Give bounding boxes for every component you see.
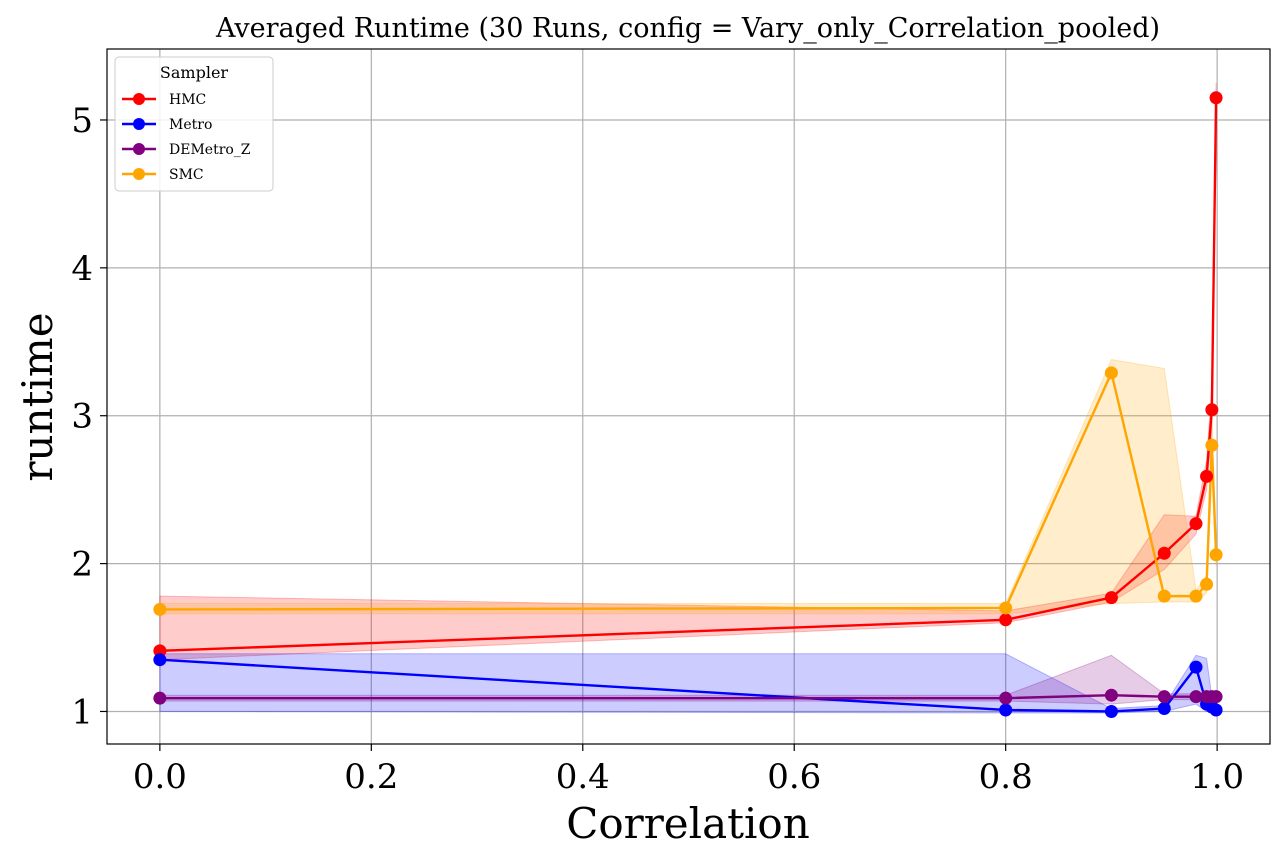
y-tick-label: 4 [71,249,93,289]
hmc-point [999,613,1013,627]
demetro-z-point [1104,688,1118,702]
smc-point [1104,366,1118,380]
smc-band [159,358,1217,615]
metro-point [1104,704,1118,718]
demetro-z-point [153,691,167,705]
smc-line [159,371,1218,611]
x-tick-label: 0.2 [344,757,398,797]
metro-point [1209,703,1223,717]
metro-point [999,703,1013,717]
y-tick-label: 3 [71,397,93,437]
legend-title: Sampler [160,63,229,82]
demetro-z-point [1157,690,1171,704]
legend-metro-marker [133,118,145,130]
hmc-point [1200,469,1214,483]
hmc-point [1205,403,1219,417]
legend-smc-marker [133,168,145,180]
x-tick-label: 0.0 [133,757,187,797]
x-tick-label: 0.8 [979,757,1033,797]
legend-demetro-z-marker [133,143,145,155]
smc-point [1157,589,1171,603]
hmc-line [159,97,1218,653]
x-axis-label: Correlation [566,799,810,848]
error-bands [159,83,1217,714]
y-tick-label: 1 [71,692,93,732]
legend-metro-label: Metro [169,117,212,133]
legend-hmc-marker [133,93,145,105]
x-tick-label: 1.0 [1190,757,1244,797]
x-tick-label: 0.4 [556,757,610,797]
smc-point [1209,548,1223,562]
plot-frame [106,48,1271,745]
hmc-point [1104,591,1118,605]
legend-demetro-z-label: DEMetro_Z [169,142,251,158]
hmc-point [1189,517,1203,531]
smc-point [153,602,167,616]
metro-point [1157,702,1171,716]
x-axis-ticks: 0.0 0.2 0.4 0.6 0.8 1.0 [133,744,1244,797]
chart-title: Averaged Runtime (30 Runs, config = Vary… [215,13,1160,44]
legend: Sampler HMC Metro DEMetro_Z SMC [114,56,274,192]
legend-hmc-label: HMC [169,92,206,108]
smc-point [1189,589,1203,603]
metro-point [1189,660,1203,674]
demetro-z-point [1189,690,1203,704]
hmc-point [1157,546,1171,560]
grid-lines [107,49,1270,744]
smc-point [1205,438,1219,452]
smc-point [1200,577,1214,591]
y-axis-label: runtime [13,312,62,481]
demetro-z-point [999,691,1013,705]
hmc-point [1209,91,1223,105]
metro-point [153,653,167,667]
legend-box [114,56,274,192]
y-tick-label: 2 [71,545,93,585]
y-tick-label: 5 [71,101,93,141]
x-tick-label: 0.6 [767,757,821,797]
demetro-z-point [1209,690,1223,704]
series-markers [153,91,1223,718]
legend-smc-label: SMC [169,167,204,183]
smc-point [999,601,1013,615]
y-axis-ticks: 1 2 3 4 5 [71,101,107,732]
